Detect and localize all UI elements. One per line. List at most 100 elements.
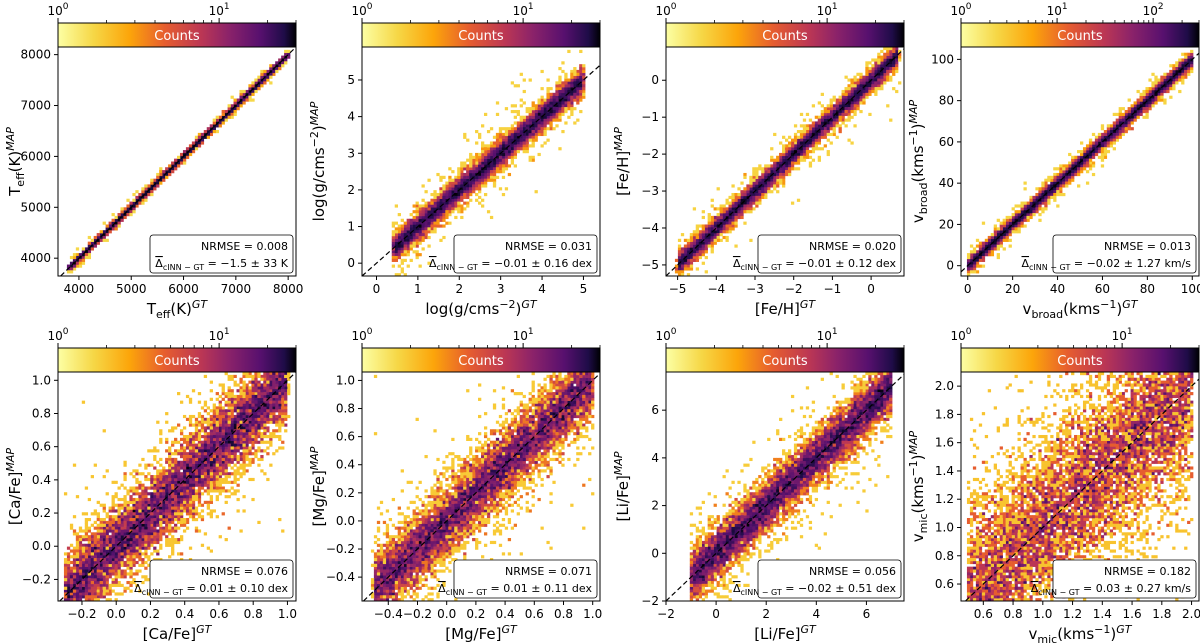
histogram-cell xyxy=(63,586,68,590)
colorbar-label: Counts xyxy=(154,354,200,369)
histogram-cell xyxy=(248,380,252,384)
histogram-cell xyxy=(534,121,538,125)
histogram-cell xyxy=(1071,172,1075,177)
histogram-cell xyxy=(692,238,697,242)
histogram-cell xyxy=(704,247,708,251)
histogram-cell xyxy=(239,104,243,108)
histogram-cell xyxy=(194,429,199,433)
histogram-cell xyxy=(141,190,145,194)
histogram-cell xyxy=(218,383,222,387)
histogram-cell xyxy=(135,512,139,516)
histogram-cell xyxy=(802,127,807,131)
histogram-cell xyxy=(206,437,211,441)
histogram-cell xyxy=(808,164,813,168)
histogram-cell xyxy=(1178,75,1182,79)
histogram-cell xyxy=(403,250,407,254)
histogram-cell xyxy=(802,124,807,128)
histogram-cell xyxy=(877,78,881,82)
histogram-cell xyxy=(424,201,428,205)
histogram-cell xyxy=(138,538,142,542)
histogram-cell xyxy=(561,95,565,99)
histogram-cell xyxy=(179,489,184,493)
histogram-cell xyxy=(117,563,121,567)
histogram-cell xyxy=(197,144,202,148)
histogram-cell xyxy=(528,109,532,114)
histogram-cell xyxy=(731,221,735,225)
histogram-cell xyxy=(847,89,851,94)
histogram-cell xyxy=(221,409,225,413)
histogram-cell xyxy=(689,253,694,257)
histogram-cell xyxy=(475,152,479,157)
histogram-cell xyxy=(177,475,181,479)
histogram-cell xyxy=(239,437,243,441)
histogram-cell xyxy=(227,460,231,464)
histogram-cell xyxy=(266,409,270,413)
histogram-cell xyxy=(254,417,258,421)
histogram-cell xyxy=(224,115,228,119)
histogram-cell xyxy=(218,417,222,421)
histogram-cell xyxy=(862,75,866,79)
histogram-cell xyxy=(546,98,550,102)
histogram-cell xyxy=(144,512,148,516)
histogram-cell xyxy=(153,495,157,499)
histogram-cell xyxy=(108,509,112,513)
histogram-cell xyxy=(209,423,213,427)
histogram-cell xyxy=(707,244,711,248)
histogram-cell xyxy=(150,532,154,536)
histogram-cell xyxy=(543,130,547,134)
histogram-cell xyxy=(1103,130,1108,134)
histogram-cell xyxy=(859,78,863,82)
histogram-cell xyxy=(871,67,875,71)
histogram-cell xyxy=(850,115,854,119)
histogram-cell xyxy=(740,210,744,214)
histogram-cell xyxy=(185,460,190,464)
histogram-cell xyxy=(114,215,118,220)
histogram-cell xyxy=(570,84,574,88)
histogram-cell xyxy=(185,440,190,444)
histogram-cell xyxy=(120,555,124,559)
histogram-cell xyxy=(1178,78,1182,82)
histogram-cell xyxy=(81,558,86,562)
histogram-cell xyxy=(185,472,190,476)
histogram-cell xyxy=(218,423,222,427)
histogram-cell xyxy=(239,414,243,419)
histogram-cell xyxy=(844,101,848,105)
histogram-cell xyxy=(206,132,211,137)
histogram-cell xyxy=(221,449,225,453)
histogram-cell xyxy=(817,158,821,162)
histogram-cell xyxy=(200,446,205,450)
histogram-cell xyxy=(224,429,228,433)
histogram-cell xyxy=(859,75,863,79)
histogram-cell xyxy=(266,400,270,404)
histogram-cell xyxy=(168,526,172,530)
histogram-cell xyxy=(147,477,151,482)
histogram-cell xyxy=(212,414,216,419)
histogram-cell xyxy=(236,394,240,399)
histogram-cell xyxy=(391,235,396,240)
histogram-cell xyxy=(123,538,127,542)
histogram-cell xyxy=(543,141,547,145)
histogram-cell xyxy=(194,517,199,522)
colorbar-gradient xyxy=(57,347,297,373)
histogram-cell xyxy=(179,455,184,459)
histogram-cell xyxy=(770,181,774,185)
histogram-cell xyxy=(141,192,145,197)
histogram-cell xyxy=(141,486,145,490)
histogram-cell xyxy=(850,81,854,85)
histogram-cell xyxy=(1160,84,1164,88)
histogram-cell xyxy=(805,135,810,139)
histogram-cell xyxy=(102,589,106,593)
histogram-cell xyxy=(1038,204,1042,208)
histogram-cell xyxy=(1175,69,1179,74)
histogram-cell xyxy=(799,147,804,151)
histogram-cell xyxy=(281,409,285,413)
histogram-cell xyxy=(278,429,282,433)
histogram-cell xyxy=(716,187,720,191)
histogram-cell xyxy=(993,247,997,251)
histogram-cell xyxy=(281,392,285,396)
histogram-cell xyxy=(421,215,425,220)
histogram-cell xyxy=(135,520,139,525)
histogram-cell xyxy=(758,192,762,197)
histogram-cell xyxy=(260,374,264,379)
histogram-cell xyxy=(69,580,74,585)
